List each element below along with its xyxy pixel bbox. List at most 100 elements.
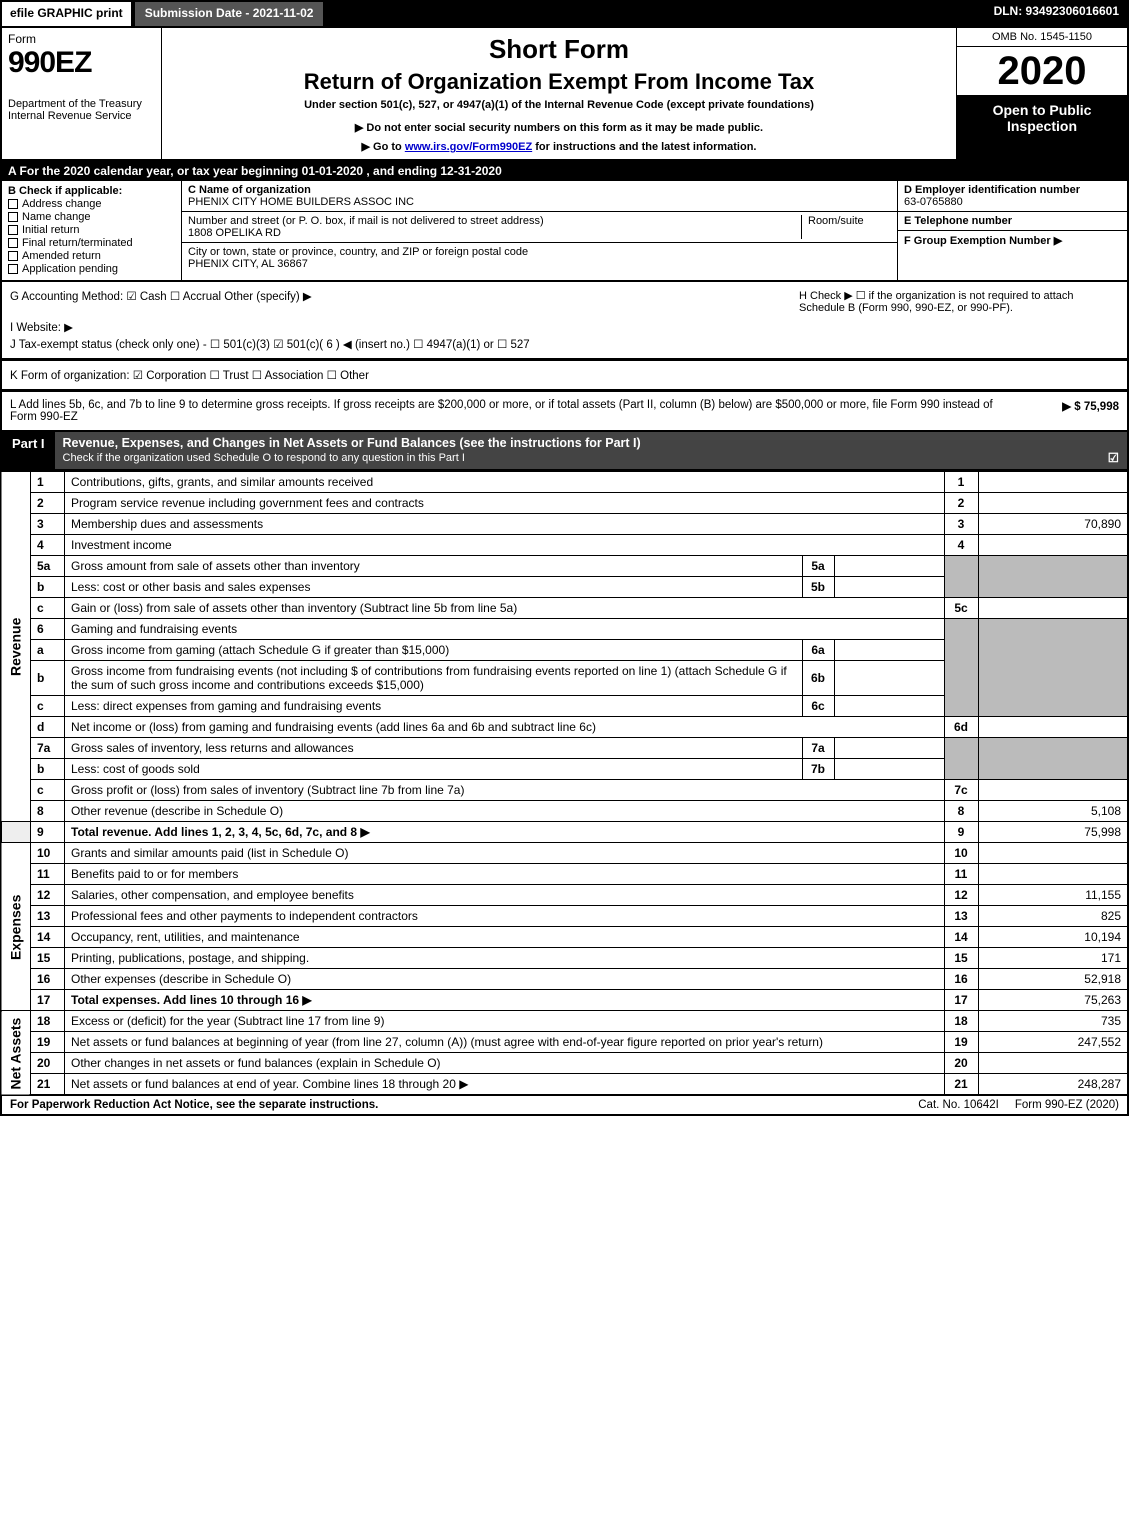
table-row: 12 Salaries, other compensation, and emp…	[1, 885, 1128, 906]
omb-number: OMB No. 1545-1150	[957, 28, 1127, 47]
line-amount	[978, 1053, 1128, 1074]
line-num: b	[31, 577, 65, 598]
line-desc: Less: cost of goods sold	[65, 759, 803, 780]
check-amended-return[interactable]: Amended return	[8, 250, 175, 262]
line-amount: 825	[978, 906, 1128, 927]
line-num: c	[31, 780, 65, 801]
irs-link[interactable]: www.irs.gov/Form990EZ	[405, 141, 532, 153]
sub-ref: 7a	[802, 738, 834, 759]
check-label: Application pending	[22, 263, 118, 275]
form-word: Form	[8, 32, 155, 46]
sub-ref: 7b	[802, 759, 834, 780]
line-ref: 1	[944, 472, 978, 493]
expenses-side-label: Expenses	[1, 843, 31, 1011]
line-ref: 17	[944, 990, 978, 1011]
line-desc: Other changes in net assets or fund bala…	[65, 1053, 945, 1074]
line-desc: Net assets or fund balances at end of ye…	[65, 1074, 945, 1096]
shaded-cell	[978, 619, 1128, 717]
line-h: H Check ▶ ☐ if the organization is not r…	[799, 289, 1119, 314]
line-desc: Total revenue. Add lines 1, 2, 3, 4, 5c,…	[65, 822, 945, 843]
line-num: 12	[31, 885, 65, 906]
table-row: 21 Net assets or fund balances at end of…	[1, 1074, 1128, 1096]
line-num: c	[31, 696, 65, 717]
table-row: 3 Membership dues and assessments 3 70,8…	[1, 514, 1128, 535]
sub-ref: 6a	[802, 640, 834, 661]
col-b-label: B Check if applicable:	[8, 185, 175, 197]
line-num: 14	[31, 927, 65, 948]
line-i: I Website: ▶	[10, 320, 1119, 334]
topbar-spacer	[325, 0, 983, 28]
efile-print-button[interactable]: efile GRAPHIC print	[0, 0, 133, 28]
table-row: 2 Program service revenue including gove…	[1, 493, 1128, 514]
line-num: b	[31, 759, 65, 780]
table-row: Net Assets 18 Excess or (deficit) for th…	[1, 1011, 1128, 1032]
checkbox-icon	[8, 225, 18, 235]
city-label: City or town, state or province, country…	[188, 246, 528, 258]
org-info-block: B Check if applicable: Address change Na…	[0, 181, 1129, 282]
tax-year: 2020	[957, 47, 1127, 96]
netassets-side-label: Net Assets	[1, 1011, 31, 1096]
group-exemption-label: F Group Exemption Number ▶	[904, 235, 1062, 247]
check-label: Final return/terminated	[22, 237, 133, 249]
line-desc: Gross sales of inventory, less returns a…	[65, 738, 803, 759]
line-num: 8	[31, 801, 65, 822]
line-num: 15	[31, 948, 65, 969]
shaded-cell	[944, 738, 978, 780]
line-num: 20	[31, 1053, 65, 1074]
line-amount: 171	[978, 948, 1128, 969]
line-ref: 7c	[944, 780, 978, 801]
revenue-side-label: Revenue	[1, 472, 31, 822]
line-desc: Excess or (deficit) for the year (Subtra…	[65, 1011, 945, 1032]
line-desc: Gross income from fundraising events (no…	[65, 661, 803, 696]
line-ref: 15	[944, 948, 978, 969]
check-label: Address change	[22, 198, 102, 210]
line-ref: 6d	[944, 717, 978, 738]
line-desc: Gross profit or (loss) from sales of inv…	[65, 780, 945, 801]
sub-amount	[834, 661, 944, 696]
line-desc: Professional fees and other payments to …	[65, 906, 945, 927]
ssn-warning: ▶ Do not enter social security numbers o…	[170, 121, 948, 134]
goto-line: ▶ Go to www.irs.gov/Form990EZ for instru…	[170, 140, 948, 153]
line-j: J Tax-exempt status (check only one) - ☐…	[10, 337, 1119, 351]
line-desc: Printing, publications, postage, and shi…	[65, 948, 945, 969]
sub-amount	[834, 738, 944, 759]
line-amount	[978, 780, 1128, 801]
col-c-org: C Name of organization PHENIX CITY HOME …	[182, 181, 897, 280]
sub-ref: 5b	[802, 577, 834, 598]
check-initial-return[interactable]: Initial return	[8, 224, 175, 236]
part1-title: Revenue, Expenses, and Changes in Net As…	[55, 432, 1127, 469]
check-address-change[interactable]: Address change	[8, 198, 175, 210]
check-name-change[interactable]: Name change	[8, 211, 175, 223]
line-amount: 5,108	[978, 801, 1128, 822]
check-application-pending[interactable]: Application pending	[8, 263, 175, 275]
line-desc: Benefits paid to or for members	[65, 864, 945, 885]
line-num: 7a	[31, 738, 65, 759]
line-num: b	[31, 661, 65, 696]
line-num: 17	[31, 990, 65, 1011]
line-amount: 75,263	[978, 990, 1128, 1011]
return-title: Return of Organization Exempt From Incom…	[170, 69, 948, 95]
checkbox-icon	[8, 264, 18, 274]
table-row: 17 Total expenses. Add lines 10 through …	[1, 990, 1128, 1011]
line-num: 18	[31, 1011, 65, 1032]
under-section-text: Under section 501(c), 527, or 4947(a)(1)…	[170, 99, 948, 111]
line-num: 5a	[31, 556, 65, 577]
line-num: c	[31, 598, 65, 619]
part1-tab: Part I	[2, 432, 55, 469]
check-final-return[interactable]: Final return/terminated	[8, 237, 175, 249]
line-num: 1	[31, 472, 65, 493]
line-num: 11	[31, 864, 65, 885]
line-g: G Accounting Method: ☑ Cash ☐ Accrual Ot…	[10, 289, 799, 314]
line-ref: 8	[944, 801, 978, 822]
line-desc: Gross income from gaming (attach Schedul…	[65, 640, 803, 661]
line-num: 9	[31, 822, 65, 843]
table-row: Expenses 10 Grants and similar amounts p…	[1, 843, 1128, 864]
name-label: C Name of organization	[188, 184, 311, 196]
line-desc: Other expenses (describe in Schedule O)	[65, 969, 945, 990]
line-amount: 10,194	[978, 927, 1128, 948]
checkbox-icon	[8, 238, 18, 248]
line-num: 2	[31, 493, 65, 514]
table-row: 20 Other changes in net assets or fund b…	[1, 1053, 1128, 1074]
line-desc: Total expenses. Add lines 10 through 16 …	[65, 990, 945, 1011]
shaded-cell	[978, 556, 1128, 598]
